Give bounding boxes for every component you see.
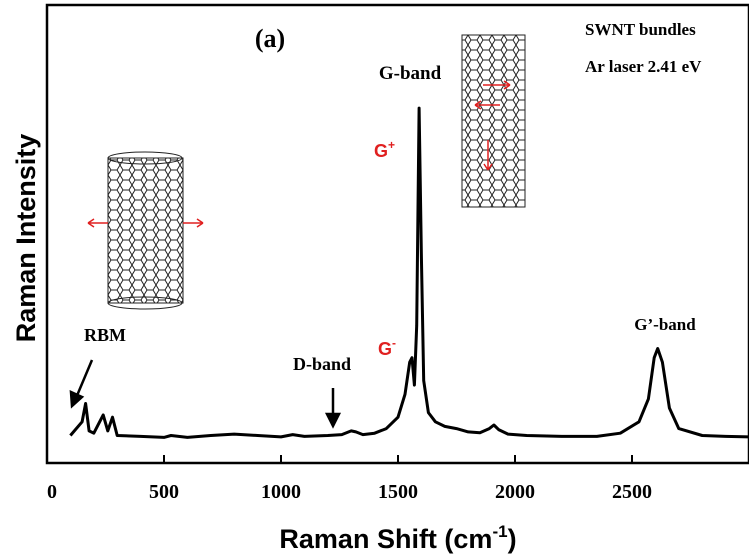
x-axis-title-part: -1 <box>492 522 507 541</box>
nanotube-right <box>461 34 526 208</box>
peak-label-text: G <box>374 141 388 161</box>
peak-label-sup: + <box>388 138 395 152</box>
peak-label: G- <box>378 336 396 359</box>
annotation: D-band <box>293 354 351 374</box>
annotation: RBM <box>84 325 126 345</box>
panel-label: (a) <box>255 24 285 53</box>
peak-label: G+ <box>374 138 395 161</box>
annotation: G’-band <box>634 315 696 334</box>
x-tick-label: 1500 <box>378 481 418 503</box>
y-axis-title: Raman Intensity <box>11 134 41 343</box>
x-tick-label: 2000 <box>495 481 535 503</box>
x-tick-label: 0 <box>47 481 57 503</box>
nanotube-left <box>87 151 204 310</box>
x-tick-label: 2500 <box>612 481 652 503</box>
x-tick-label: 1000 <box>261 481 301 503</box>
annotation: SWNT bundles <box>585 20 696 39</box>
peak-label-sup: - <box>392 336 396 350</box>
annotation: Ar laser 2.41 eV <box>585 57 702 76</box>
peak-label-text: G <box>378 339 392 359</box>
x-axis-title: Raman Shift (cm-1) <box>279 522 516 554</box>
x-axis-title-part: Raman Shift (cm <box>279 524 492 554</box>
spectrum-line <box>69 106 749 439</box>
arrows <box>69 359 342 429</box>
x-axis-title-part: ) <box>508 524 517 554</box>
annotation: G-band <box>379 63 442 84</box>
x-tick-label: 500 <box>149 481 179 503</box>
